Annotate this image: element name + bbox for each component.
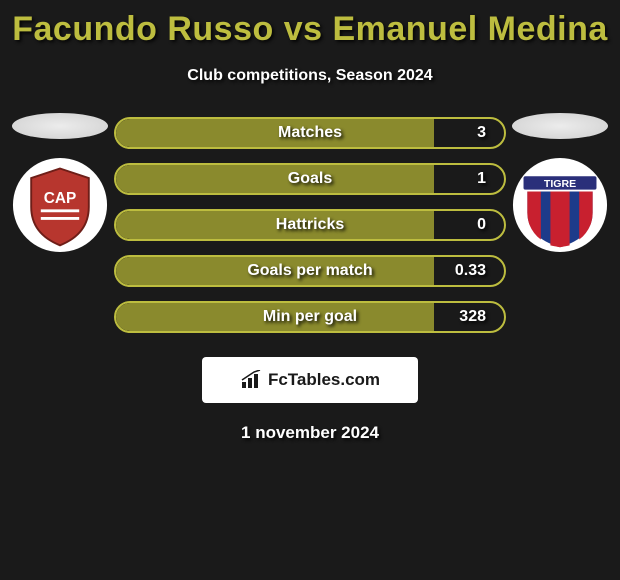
stat-value: 328 [459,308,486,326]
stat-label: Goals per match [247,262,372,280]
subtitle: Club competitions, Season 2024 [0,67,620,85]
stat-label: Hattricks [276,216,344,234]
right-club-badge: TIGRE [512,157,608,253]
stat-fill [116,165,434,193]
left-player-column: CAP [6,113,114,253]
left-club-badge: CAP [12,157,108,253]
left-player-photo-placeholder [12,113,108,139]
stat-pill-min-per-goal: Min per goal 328 [114,301,506,333]
stat-pill-goals: Goals 1 [114,163,506,195]
branding-box[interactable]: FcTables.com [202,357,418,403]
comparison-row: CAP Matches 3 Goals 1 Hattricks 0 Goals per ma… [0,113,620,333]
stat-pill-hattricks: Hattricks 0 [114,209,506,241]
svg-text:TIGRE: TIGRE [544,178,576,190]
left-club-badge-svg: CAP [12,157,108,253]
stat-value: 0 [477,216,486,234]
branding-text: FcTables.com [268,370,380,390]
stat-value: 1 [477,170,486,188]
right-player-photo-placeholder [512,113,608,139]
page-title: Facundo Russo vs Emanuel Medina [0,0,620,49]
stat-pill-goals-per-match: Goals per match 0.33 [114,255,506,287]
stat-label: Goals [288,170,332,188]
stats-column: Matches 3 Goals 1 Hattricks 0 Goals per match 0… [114,117,506,333]
branding-chart-icon [240,370,264,390]
svg-text:CAP: CAP [44,190,76,207]
stat-value: 3 [477,124,486,142]
stat-fill [116,119,434,147]
stat-label: Min per goal [263,308,357,326]
stat-value: 0.33 [455,262,486,280]
date-line: 1 november 2024 [0,423,620,443]
stat-pill-matches: Matches 3 [114,117,506,149]
stat-label: Matches [278,124,342,142]
right-player-column: TIGRE [506,113,614,253]
right-club-badge-svg: TIGRE [512,157,608,253]
